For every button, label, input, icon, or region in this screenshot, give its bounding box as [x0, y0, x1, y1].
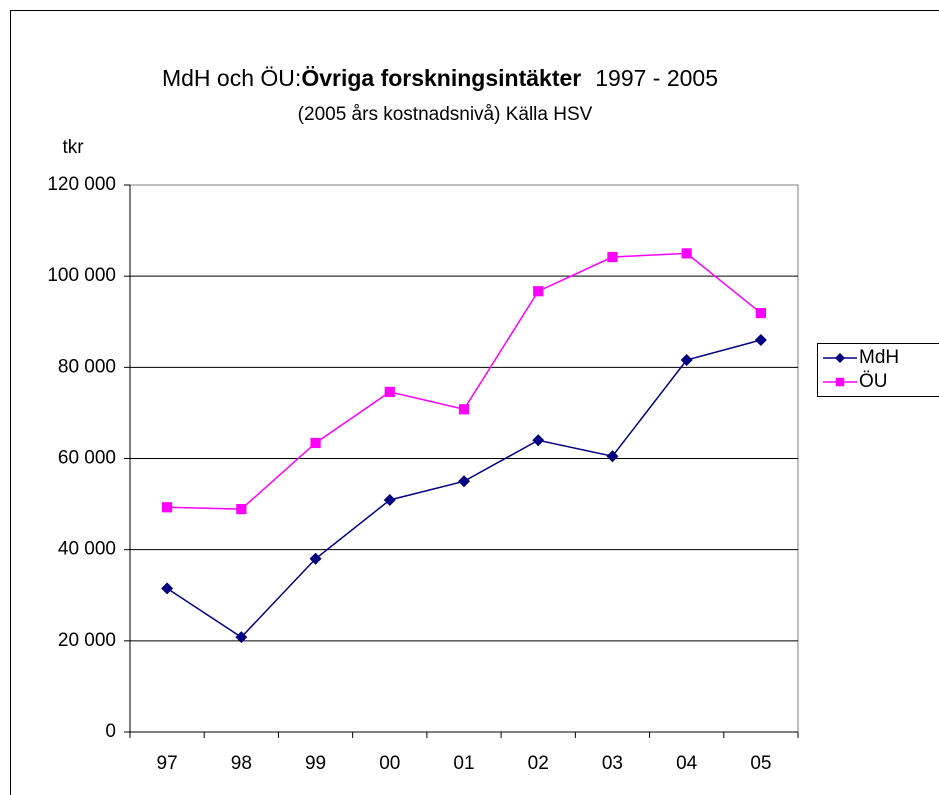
data-point — [162, 502, 173, 513]
data-point — [533, 286, 544, 297]
data-point — [607, 251, 618, 263]
data-point — [606, 450, 619, 463]
data-point — [458, 404, 470, 415]
x-tick-label: 99 — [305, 753, 326, 774]
data-point — [161, 582, 174, 595]
x-tick-label: 02 — [528, 753, 549, 774]
y-tick-label: 0 — [105, 721, 116, 742]
title-part: Övriga forskningsintäkter — [301, 65, 581, 91]
x-tick-label: 04 — [676, 753, 698, 774]
data-point — [755, 307, 766, 319]
y-tick-label: 100 000 — [47, 265, 116, 286]
y-tick-label: 60 000 — [58, 448, 116, 469]
y-tick-label: 80 000 — [58, 356, 116, 377]
legend-marker — [835, 377, 845, 387]
x-tick-label: 97 — [157, 753, 178, 774]
legend-label: ÖU — [859, 371, 888, 392]
data-point — [384, 386, 395, 398]
data-point — [681, 248, 692, 259]
x-tick-label: 01 — [453, 753, 474, 774]
x-tick-label: 05 — [750, 753, 771, 774]
data-point — [383, 493, 396, 506]
x-tick-label: 00 — [379, 753, 400, 774]
data-point — [458, 475, 470, 488]
y-tick-label: 120 000 — [47, 174, 116, 195]
x-tick-label: 03 — [602, 753, 623, 774]
legend-marker — [835, 353, 845, 363]
legend-label: MdH — [859, 347, 899, 368]
chart-subtitle: (2005 års kostnadsnivå) Källa HSV — [298, 104, 593, 125]
chart-title: MdH och ÖU:Övriga forskningsintäkter 1997… — [162, 65, 718, 91]
data-point — [309, 552, 322, 565]
y-tick-label: 20 000 — [58, 630, 116, 651]
data-point — [310, 437, 321, 449]
data-point — [235, 631, 248, 644]
title-part: MdH och ÖU: — [162, 65, 301, 91]
data-point — [236, 503, 247, 515]
title-part: 1997 - 2005 — [595, 65, 718, 91]
legend-box — [817, 343, 939, 397]
data-point — [754, 333, 767, 346]
x-tick-label: 98 — [231, 753, 252, 774]
y-axis-label: tkr — [62, 137, 84, 158]
data-point — [532, 434, 545, 447]
data-point — [680, 354, 693, 367]
y-tick-label: 40 000 — [58, 539, 116, 560]
